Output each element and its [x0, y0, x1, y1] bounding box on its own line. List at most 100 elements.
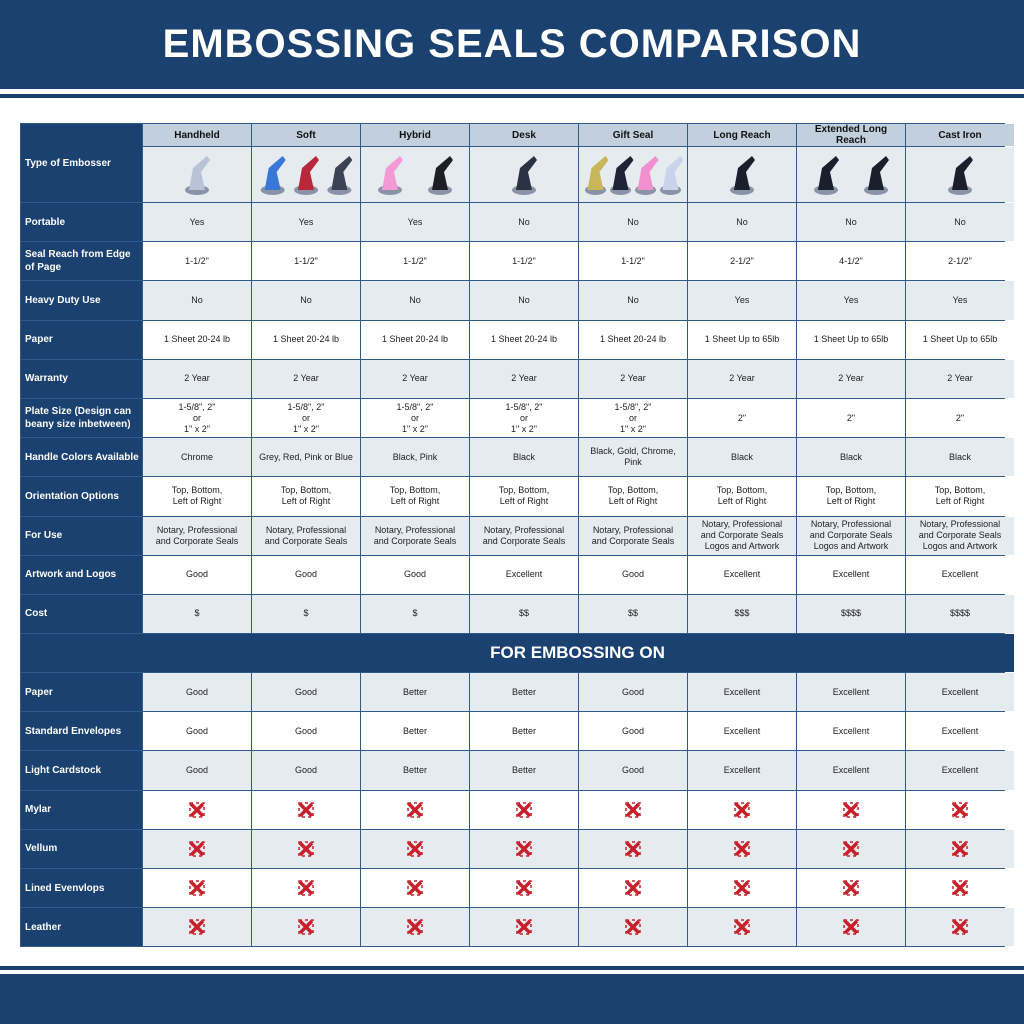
cell-value: 2"	[737, 412, 747, 423]
table-cell: No	[688, 203, 796, 242]
table-cell: 1-1/2"	[143, 242, 251, 281]
column-header-5: Long Reach	[688, 124, 796, 146]
table-cell: Better	[361, 712, 469, 751]
table-cell: No	[143, 281, 251, 320]
cell-value: Yes	[734, 294, 750, 305]
table-cell: Good	[143, 751, 251, 790]
cell-value: 1 Sheet 20-24 lb	[163, 334, 231, 345]
cell-value: 1 Sheet Up to 65lb	[704, 334, 780, 345]
cell-value: 1-5/8", 2" or 1" x 2"	[178, 401, 216, 434]
table-cell: Black	[688, 438, 796, 477]
row-label: Lined Evenvlops	[21, 869, 142, 908]
table-cell: Excellent	[797, 712, 905, 751]
x-mark-icon	[579, 908, 687, 947]
row-label: Mylar	[21, 790, 142, 829]
cell-value: No	[954, 216, 966, 227]
table-cell: No	[252, 281, 360, 320]
table-cell: $	[361, 594, 469, 634]
cell-value: Top, Bottom, Left of Right	[934, 485, 986, 507]
x-mark-icon	[906, 908, 1014, 947]
row-label: Plate Size (Design can beany size inbetw…	[21, 398, 142, 438]
cell-value: 1 Sheet 20-24 lb	[381, 334, 449, 345]
cell-value: 1-1/2"	[621, 255, 645, 266]
x-mark-icon	[143, 790, 251, 829]
row-label: Heavy Duty Use	[21, 281, 142, 320]
table-cell: 1 Sheet Up to 65lb	[797, 320, 905, 359]
x-mark-icon	[579, 790, 687, 829]
table-cell: Notary, Professional and Corporate Seals	[470, 516, 578, 555]
x-mark-icon	[734, 919, 750, 936]
cell-value: Better	[402, 686, 427, 697]
cell-value: $$	[627, 608, 638, 619]
x-mark-icon	[189, 801, 205, 818]
row-label: Seal Reach from Edge of Page	[21, 242, 142, 281]
cell-value: No	[409, 294, 421, 305]
table-cell: 2"	[906, 398, 1014, 438]
cell-value: Top, Bottom, Left of Right	[280, 485, 332, 507]
cell-value: 1 Sheet 20-24 lb	[272, 334, 340, 345]
x-mark-icon	[516, 919, 532, 936]
table-cell: Good	[361, 555, 469, 594]
table-cell: $$$$	[797, 594, 905, 634]
embosser-icon	[948, 155, 973, 195]
cell-value: Excellent	[941, 765, 979, 776]
table-cell: 2 Year	[143, 359, 251, 398]
cell-value: Black, Gold, Chrome, Pink	[590, 446, 676, 468]
table-cell: Excellent	[797, 751, 905, 790]
x-mark-icon	[252, 829, 360, 868]
x-mark-icon	[797, 829, 905, 868]
column-header-6: Extended Long Reach	[797, 124, 905, 146]
table-cell: Yes	[361, 203, 469, 242]
x-mark-icon	[843, 880, 859, 896]
x-mark-icon	[252, 790, 360, 829]
table-cell: 2 Year	[252, 359, 360, 398]
table-cell: 1-5/8", 2" or 1" x 2"	[361, 398, 469, 438]
cell-value: Black	[512, 451, 535, 462]
x-mark-icon	[470, 908, 578, 947]
row-label: Cost	[21, 594, 142, 634]
table-cell: Notary, Professional and Corporate Seals…	[688, 516, 796, 555]
table-cell: 2 Year	[906, 359, 1014, 398]
embosser-image	[252, 147, 360, 202]
cell-value: Yes	[952, 294, 968, 305]
cell-value: Top, Bottom, Left of Right	[825, 485, 877, 507]
cell-value: Excellent	[941, 569, 979, 580]
table-cell: $	[143, 594, 251, 634]
cell-value: Notary, Professional and Corporate Seals	[155, 524, 239, 546]
cell-value: 2 Year	[293, 373, 319, 384]
cell-value: No	[191, 294, 203, 305]
table-cell: Good	[252, 673, 360, 712]
embosser-image	[906, 147, 1014, 202]
x-mark-icon	[734, 801, 750, 818]
x-mark-icon	[470, 869, 578, 908]
table-cell: Yes	[906, 281, 1014, 320]
table-cell: Yes	[688, 281, 796, 320]
embosser-image	[143, 147, 251, 202]
table-cell: Top, Bottom, Left of Right	[470, 477, 578, 516]
table-cell: Excellent	[688, 673, 796, 712]
table-cell: Excellent	[688, 751, 796, 790]
column-header-1: Soft	[252, 124, 360, 146]
comparison-table: Type of Embosser Handheld Soft Hybrid Desk Gi…	[20, 123, 1014, 948]
row-label: Handle Colors Available	[21, 438, 142, 477]
table-cell: Excellent	[906, 751, 1014, 790]
table-cell: 2 Year	[688, 359, 796, 398]
table-cell: Notary, Professional and Corporate Seals	[579, 516, 687, 555]
x-mark-icon	[361, 908, 469, 947]
type-of-embosser-label: Type of Embosser	[21, 124, 142, 202]
table-cell: No	[470, 281, 578, 320]
table-cell: No	[797, 203, 905, 242]
column-header-2: Hybrid	[361, 124, 469, 146]
cell-value: 2 Year	[947, 373, 973, 384]
x-mark-icon	[579, 829, 687, 868]
cell-value: Better	[402, 765, 427, 776]
cell-value: Good	[294, 765, 318, 776]
table-cell: Excellent	[906, 673, 1014, 712]
cell-value: No	[627, 216, 639, 227]
x-mark-icon	[843, 801, 859, 818]
x-mark-icon	[843, 919, 859, 936]
cell-value: 2 Year	[620, 373, 646, 384]
footer-bar	[0, 974, 1024, 1024]
cell-value: Top, Bottom, Left of Right	[171, 485, 223, 507]
table-cell: Notary, Professional and Corporate Seals	[252, 516, 360, 555]
